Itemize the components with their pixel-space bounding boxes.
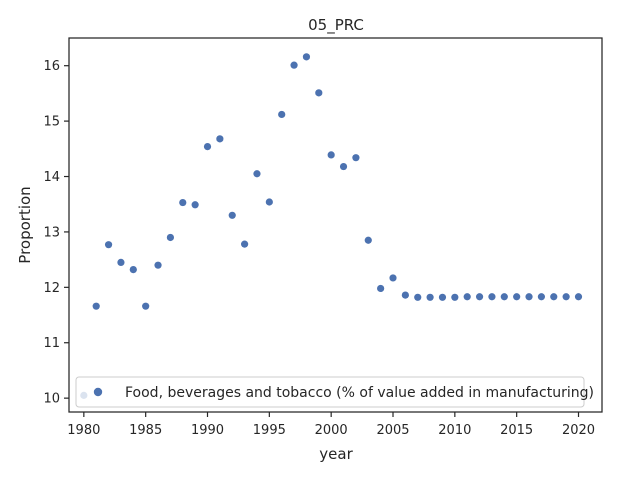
data-point — [525, 293, 533, 301]
data-point — [574, 293, 583, 301]
legend-marker — [93, 387, 103, 397]
data-point — [154, 261, 162, 269]
x-tick-label: 2010 — [438, 423, 471, 438]
data-point — [315, 89, 323, 97]
data-point — [550, 293, 558, 301]
data-point — [438, 293, 447, 301]
data-point — [142, 302, 150, 310]
x-tick-label: 1985 — [129, 423, 162, 438]
data-point — [562, 293, 570, 301]
data-point — [327, 151, 335, 159]
x-tick-label: 1980 — [67, 423, 100, 438]
y-axis-label: Proportion — [16, 186, 34, 263]
data-point — [117, 258, 125, 266]
data-point — [537, 293, 546, 301]
data-point — [203, 142, 212, 151]
x-tick-label: 1990 — [191, 423, 224, 438]
y-tick-label: 11 — [43, 336, 60, 351]
data-point — [500, 293, 508, 301]
x-tick-label: 1995 — [253, 423, 286, 438]
y-tick-label: 15 — [43, 115, 60, 130]
data-point — [364, 236, 372, 244]
data-point — [104, 241, 113, 249]
data-point — [401, 291, 409, 299]
y-tick-label: 10 — [43, 392, 60, 407]
data-point — [451, 293, 459, 301]
data-point — [513, 293, 521, 301]
data-point — [179, 198, 187, 207]
x-tick-label: 2005 — [376, 423, 409, 438]
data-point — [426, 293, 434, 301]
legend-box — [75, 376, 585, 408]
y-tick-label: 12 — [43, 281, 60, 296]
y-axis-ticks: 10 11 12 13 14 15 16 — [43, 59, 69, 407]
data-point — [488, 293, 496, 301]
data-point — [241, 240, 249, 248]
data-point — [414, 293, 422, 301]
data-point — [290, 61, 298, 69]
x-axis-label: year — [319, 445, 353, 463]
x-axis-ticks: 1980 1985 1990 1995 2000 2005 2010 2015 2020 — [67, 412, 595, 438]
data-point — [302, 53, 311, 61]
data-point — [92, 302, 100, 310]
y-tick-label: 13 — [43, 225, 60, 240]
data-point — [463, 293, 471, 301]
data-point — [475, 293, 484, 301]
data-point — [265, 198, 273, 206]
chart-title: 05_PRC — [308, 16, 364, 35]
data-point — [339, 162, 348, 171]
data-point — [352, 154, 360, 162]
x-tick-label: 2015 — [500, 423, 533, 438]
y-tick-label: 16 — [43, 59, 60, 74]
legend: Food, beverages and tobacco (% of value … — [75, 376, 594, 408]
x-tick-label: 2000 — [315, 423, 348, 438]
data-point — [166, 233, 175, 242]
x-tick-label: 2020 — [562, 423, 595, 438]
data-point — [389, 274, 397, 282]
legend-label: Food, beverages and tobacco (% of value … — [125, 385, 594, 401]
data-point — [191, 201, 199, 209]
data-point — [216, 135, 224, 143]
data-point — [228, 211, 236, 219]
y-tick-label: 14 — [43, 170, 60, 185]
data-point — [377, 284, 385, 293]
plot-frame — [68, 37, 603, 413]
data-point — [129, 266, 137, 274]
data-point — [253, 170, 261, 178]
data-point — [278, 110, 286, 119]
data-points — [80, 53, 583, 399]
